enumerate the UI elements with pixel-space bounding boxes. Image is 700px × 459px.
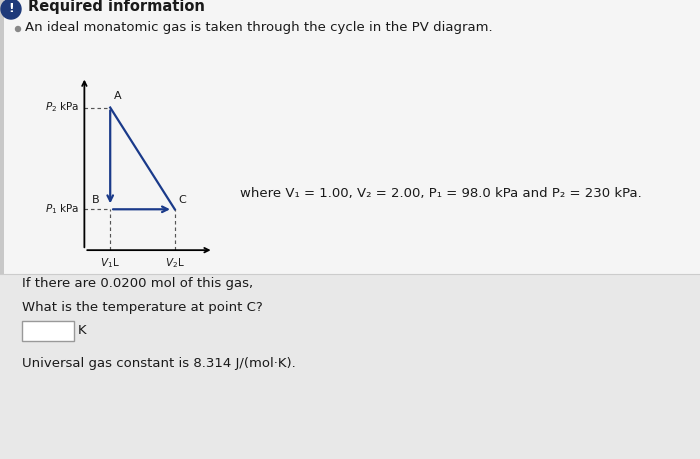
- Bar: [0, 0, 4, 274]
- Text: If there are 0.0200 mol of this gas,: If there are 0.0200 mol of this gas,: [22, 278, 253, 291]
- Text: !: !: [8, 2, 14, 16]
- Circle shape: [15, 27, 20, 32]
- Bar: [0, 0, 700, 274]
- Bar: [22, 321, 74, 341]
- Text: What is the temperature at point C?: What is the temperature at point C?: [22, 301, 262, 313]
- Text: K: K: [78, 325, 87, 337]
- Text: Universal gas constant is 8.314 J/(mol·K).: Universal gas constant is 8.314 J/(mol·K…: [22, 358, 295, 370]
- Text: B: B: [92, 195, 99, 205]
- Circle shape: [1, 0, 21, 19]
- Text: An ideal monatomic gas is taken through the cycle in the PV diagram.: An ideal monatomic gas is taken through …: [25, 21, 493, 34]
- Text: C: C: [178, 195, 186, 205]
- Text: $P_1$ kPa: $P_1$ kPa: [45, 202, 79, 216]
- Text: $V_1$L: $V_1$L: [100, 256, 120, 270]
- Text: $P_2$ kPa: $P_2$ kPa: [45, 101, 79, 114]
- Text: $V_2$L: $V_2$L: [165, 256, 185, 270]
- Text: where V₁ = 1.00, V₂ = 2.00, P₁ = 98.0 kPa and P₂ = 230 kPa.: where V₁ = 1.00, V₂ = 2.00, P₁ = 98.0 kP…: [240, 187, 642, 201]
- Text: A: A: [113, 90, 121, 101]
- Text: Required information: Required information: [28, 0, 205, 13]
